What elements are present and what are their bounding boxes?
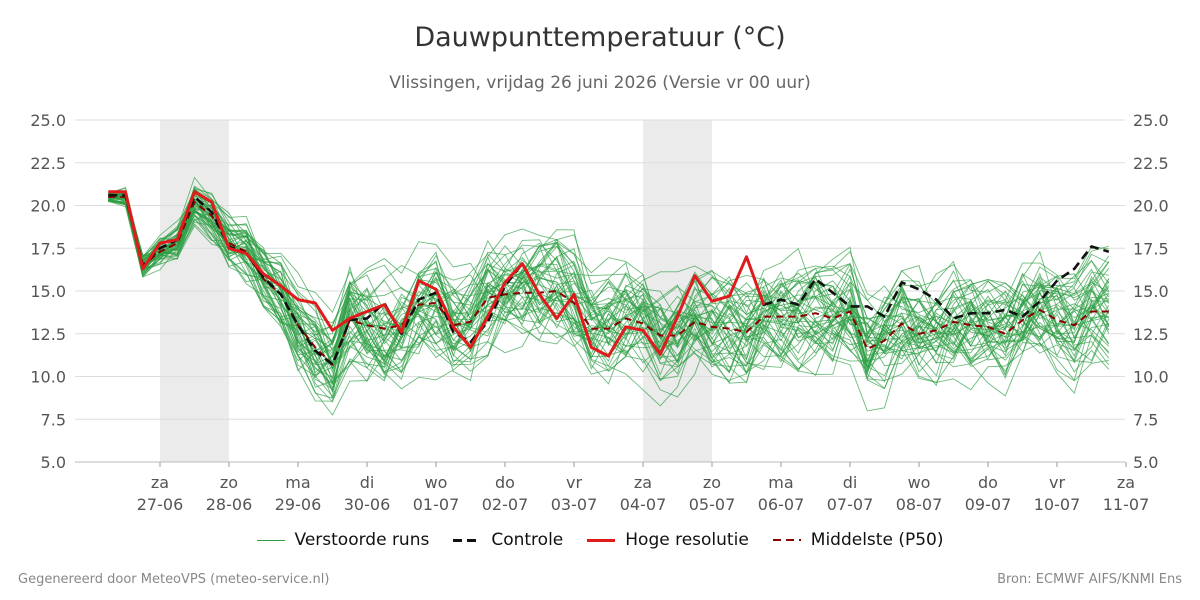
- x-tick-day: do: [495, 473, 515, 492]
- x-tick-day: wo: [425, 473, 448, 492]
- legend-label-median: Middelste (P50): [810, 530, 944, 550]
- x-tick-day: za: [1117, 473, 1135, 492]
- x-tick-date: 10-07: [1034, 495, 1081, 514]
- y-tick-label-right: 25.0: [1133, 111, 1169, 130]
- y-tick-label-right: 20.0: [1133, 197, 1169, 216]
- x-tick-day: vr: [1049, 473, 1065, 492]
- legend-item-median: Middelste (P50): [772, 530, 944, 550]
- y-tick-label-right: 7.5: [1133, 410, 1158, 429]
- ensemble-member-line: [108, 196, 1109, 390]
- x-tick-date: 30-06: [344, 495, 391, 514]
- ensemble-member-line: [108, 200, 1110, 385]
- chart-title: Dauwpunttemperatuur (°C): [414, 22, 786, 53]
- y-tick-label-left: 17.5: [30, 239, 66, 258]
- footer-credit: Gegenereerd door MeteoVPS (meteo-service…: [18, 572, 330, 587]
- x-tick-date: 06-07: [758, 495, 805, 514]
- x-tick-date: 05-07: [689, 495, 736, 514]
- x-tick-day: di: [360, 473, 375, 492]
- high-res-line: [108, 190, 766, 358]
- ensemble-member-line: [108, 199, 1110, 372]
- footer-source: Bron: ECMWF AIFS/KNMI Ens: [997, 572, 1182, 587]
- x-tick-date: 08-07: [896, 495, 943, 514]
- legend-swatch-high-res: [587, 538, 616, 542]
- ensemble-member-line: [108, 199, 1110, 394]
- x-tick-day: ma: [285, 473, 310, 492]
- legend-label-high-res: Hoge resolutie: [625, 530, 749, 550]
- y-tick-label-left: 20.0: [30, 197, 66, 216]
- y-tick-label-left: 7.5: [41, 410, 66, 429]
- y-tick-label-right: 22.5: [1133, 154, 1169, 173]
- y-tick-label-right: 5.0: [1133, 453, 1158, 472]
- x-tick-date: 28-06: [206, 495, 253, 514]
- x-tick-day: zo: [220, 473, 238, 492]
- x-tick-date: 09-07: [965, 495, 1012, 514]
- x-tick-date: 02-07: [482, 495, 529, 514]
- x-tick-date: 03-07: [551, 495, 598, 514]
- ensemble-member-line: [108, 200, 1110, 372]
- chart-subtitle: Vlissingen, vrijdag 26 juni 2026 (Versie…: [389, 73, 811, 93]
- legend-swatch-median: [772, 539, 801, 541]
- median-line: [108, 195, 1109, 366]
- y-tick-label-right: 12.5: [1133, 325, 1169, 344]
- ensemble-member-line: [108, 192, 1110, 388]
- legend-label-control: Controle: [491, 530, 564, 550]
- ensemble-member-line: [108, 198, 1110, 403]
- y-tick-label-left: 12.5: [30, 325, 66, 344]
- x-tick-day: do: [978, 473, 998, 492]
- x-tick-day: wo: [908, 473, 931, 492]
- y-tick-label-left: 25.0: [30, 111, 66, 130]
- x-tick-date: 11-07: [1103, 495, 1150, 514]
- x-tick-day: di: [843, 473, 858, 492]
- x-tick-day: zo: [703, 473, 721, 492]
- x-tick-day: za: [151, 473, 169, 492]
- ensemble-member-line: [108, 188, 1110, 390]
- ensemble-member-line: [108, 194, 1110, 398]
- ensemble-member-line: [108, 176, 1110, 374]
- y-tick-label-left: 22.5: [30, 154, 66, 173]
- x-tick-date: 01-07: [413, 495, 460, 514]
- legend: Verstoorde runs Controle Hoge resolutie …: [0, 530, 1200, 550]
- legend-label-ensemble: Verstoorde runs: [294, 530, 430, 550]
- ensemble-member-line: [108, 200, 1110, 360]
- ensemble-member-line: [108, 200, 1109, 385]
- y-tick-label-left: 15.0: [30, 282, 66, 301]
- x-tick-date: 07-07: [827, 495, 874, 514]
- ensemble-member-line: [108, 194, 1110, 388]
- y-tick-label-right: 17.5: [1133, 239, 1169, 258]
- y-tick-label-left: 10.0: [30, 368, 66, 387]
- y-tick-label-right: 15.0: [1133, 282, 1169, 301]
- x-tick-day: za: [634, 473, 652, 492]
- x-tick-date: 27-06: [137, 495, 184, 514]
- legend-swatch-control: [453, 538, 482, 542]
- x-tick-date: 29-06: [275, 495, 322, 514]
- y-tick-label-left: 5.0: [41, 453, 66, 472]
- x-tick-day: ma: [768, 473, 793, 492]
- x-tick-day: vr: [566, 473, 582, 492]
- legend-item-control: Controle: [453, 530, 563, 550]
- ensemble-member-line: [108, 200, 1109, 391]
- legend-item-high-res: Hoge resolutie: [587, 530, 749, 550]
- x-tick-date: 04-07: [620, 495, 667, 514]
- legend-swatch-ensemble: [256, 539, 285, 541]
- legend-item-ensemble: Verstoorde runs: [256, 530, 430, 550]
- ensemble-member-line: [108, 192, 1109, 367]
- y-tick-label-right: 10.0: [1133, 368, 1169, 387]
